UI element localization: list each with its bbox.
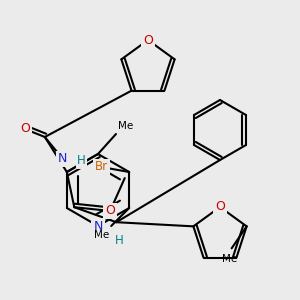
Text: Me: Me xyxy=(94,230,109,240)
Text: Br: Br xyxy=(94,160,108,173)
Text: O: O xyxy=(20,122,30,136)
Text: N: N xyxy=(93,220,103,232)
Text: Me: Me xyxy=(118,121,133,131)
Text: O: O xyxy=(215,200,225,214)
Text: N: N xyxy=(58,152,68,166)
Text: O: O xyxy=(143,34,153,46)
Text: H: H xyxy=(77,154,85,167)
Text: O: O xyxy=(105,205,115,218)
Text: H: H xyxy=(115,234,124,247)
Text: Me: Me xyxy=(222,254,237,264)
